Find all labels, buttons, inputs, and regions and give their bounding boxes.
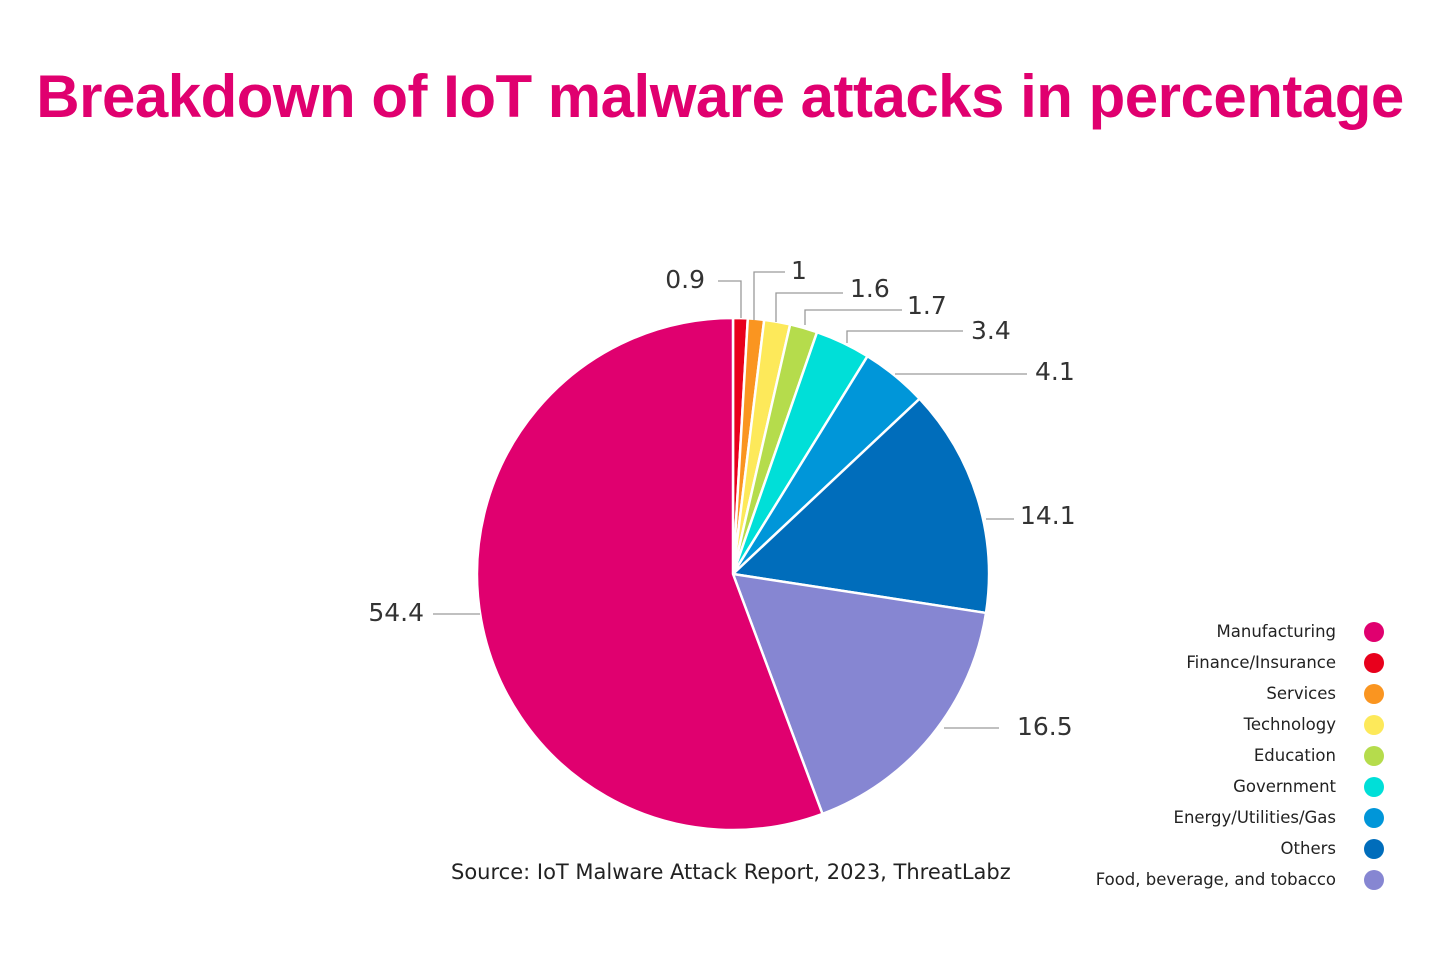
legend-item: Energy/Utilities/Gas (1096, 802, 1384, 833)
legend-swatch (1364, 807, 1384, 828)
data-label: 16.5 (1017, 712, 1073, 741)
leader-line (775, 292, 843, 322)
legend-swatch (1364, 745, 1384, 766)
legend-label: Food, beverage, and tobacco (1095, 870, 1336, 889)
legend-swatch (1364, 621, 1384, 642)
source-note: Source: IoT Malware Attack Report, 2023,… (451, 860, 1011, 884)
data-label: 4.1 (1035, 357, 1075, 386)
data-label: 1.7 (907, 291, 947, 320)
legend-item: Technology (1096, 709, 1384, 740)
legend-swatch (1364, 683, 1384, 704)
legend: Manufacturing Finance/Insurance Services Te… (1096, 616, 1384, 895)
legend-swatch (1364, 652, 1384, 673)
data-label: 1.6 (850, 274, 890, 303)
leader-line (804, 309, 902, 325)
data-label: 54.4 (368, 598, 424, 627)
data-label: 1 (791, 256, 807, 285)
pie-slice-manufacturing (475, 316, 824, 832)
legend-swatch (1364, 869, 1384, 890)
legend-label: Finance/Insurance (1186, 653, 1336, 672)
legend-item: Others (1096, 833, 1384, 864)
legend-label: Services (1266, 684, 1336, 703)
pie-slice-food-beverage-and-tobacco (731, 572, 988, 816)
legend-label: Government (1233, 777, 1336, 796)
data-label: 14.1 (1020, 501, 1076, 530)
legend-item: Food, beverage, and tobacco (1096, 864, 1384, 895)
data-label: 0.9 (665, 265, 705, 294)
data-label: 3.4 (971, 316, 1011, 345)
legend-item: Education (1096, 740, 1384, 771)
legend-item: Finance/Insurance (1096, 647, 1384, 678)
leader-line (753, 271, 785, 320)
legend-label: Energy/Utilities/Gas (1173, 808, 1336, 827)
leader-line (718, 280, 742, 318)
pie-slice-others (731, 397, 991, 615)
legend-item: Services (1096, 678, 1384, 709)
legend-label: Manufacturing (1216, 622, 1336, 641)
legend-label: Technology (1243, 715, 1336, 734)
legend-swatch (1364, 838, 1384, 859)
legend-item: Manufacturing (1096, 616, 1384, 647)
legend-item: Government (1096, 771, 1384, 802)
legend-swatch (1364, 776, 1384, 797)
legend-swatch (1364, 714, 1384, 735)
leader-line (846, 330, 963, 343)
legend-label: Education (1253, 746, 1336, 765)
legend-label: Others (1280, 839, 1336, 858)
chart-title: Breakdown of IoT malware attacks in perc… (36, 63, 1404, 130)
